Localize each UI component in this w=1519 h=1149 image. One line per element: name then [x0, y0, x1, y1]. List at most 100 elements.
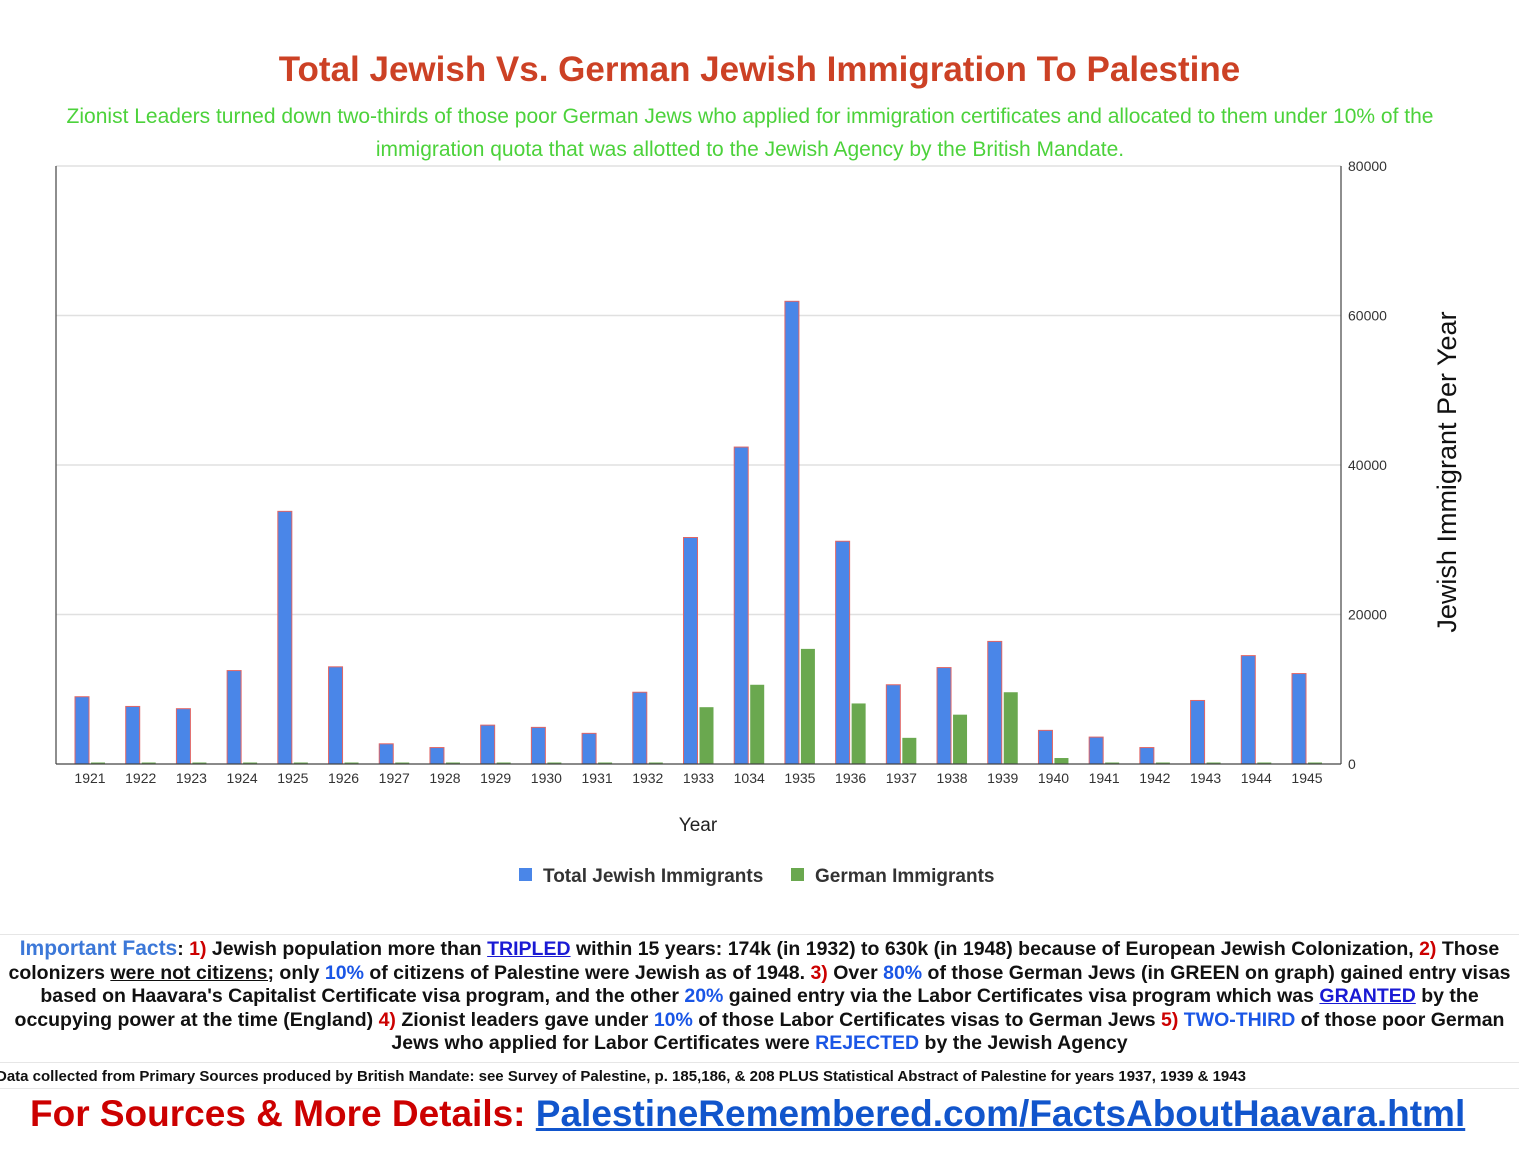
bar-total-1940 — [1037, 729, 1053, 765]
facts-text: Those colonizers — [8, 938, 1500, 984]
x-tick-label: 1927 — [379, 770, 410, 786]
legend-label-german: German Immigrants — [815, 866, 995, 887]
bar-german-1936 — [851, 703, 866, 764]
x-tick-label: 1939 — [987, 770, 1018, 786]
facts-text: only — [273, 961, 325, 984]
x-tick-label: 1926 — [328, 770, 359, 786]
bar-total-1936 — [835, 540, 851, 765]
legend-swatch-total — [519, 868, 532, 881]
facts-text: Jewish population more than — [206, 938, 488, 960]
bar-german-1928 — [445, 762, 460, 764]
bar-german-1925 — [293, 762, 308, 764]
bar-german-1944 — [1257, 762, 1272, 764]
bar-total-1937 — [885, 684, 901, 765]
facts-emphasis: were not citizens; — [110, 961, 274, 984]
divider-line — [0, 1062, 1519, 1063]
bar-total-1943 — [1190, 699, 1206, 765]
bar-german-1942 — [1155, 762, 1170, 764]
bar-chart: 0 20000 40000 60000 80000 1921 1922 1923 1924 192… — [55, 158, 1462, 887]
bar-german-1945 — [1308, 762, 1322, 764]
bar-german-1933 — [699, 707, 714, 764]
bar-total-1927 — [378, 743, 394, 765]
x-tick-label: 1929 — [480, 770, 511, 786]
x-tick-label: 1938 — [936, 770, 967, 786]
x-tick-label: 1935 — [784, 770, 815, 786]
facts-percent: 20% — [684, 985, 724, 1008]
facts-emphasis: TWO-THIRD — [1183, 1008, 1296, 1031]
facts-text: of those German Jews (in GREEN on graph)… — [40, 961, 1511, 1008]
bar-total-1932 — [632, 691, 648, 765]
bar-total-1924 — [226, 670, 242, 765]
facts-text: gained entry via the Labor Certificates … — [723, 985, 1320, 1008]
footer: For Sources & More Details: PalestineRem… — [30, 1093, 1465, 1135]
x-tick-label: 1941 — [1089, 770, 1120, 786]
x-tick-label: 1931 — [582, 770, 613, 786]
facts-text: Zionist leaders gave under — [395, 1008, 654, 1031]
bar-german-1938 — [953, 714, 968, 764]
source-note: Data collected from Primary Sources prod… — [0, 1068, 1246, 1085]
x-tick-label: 1930 — [531, 770, 562, 786]
bar-total-1941 — [1088, 736, 1104, 765]
bar-german-1931 — [598, 762, 613, 764]
bar-total-1926 — [328, 666, 344, 765]
bar-total-1933 — [683, 537, 698, 765]
y-tick-label: 60000 — [1348, 308, 1387, 324]
bar-german-1943 — [1206, 762, 1221, 764]
bar-total-1935 — [784, 300, 800, 765]
bar-total-1921 — [74, 696, 90, 765]
x-tick-label: 1933 — [683, 770, 714, 786]
x-tick-label: 1943 — [1190, 770, 1221, 786]
bar-german-1923 — [192, 762, 207, 764]
x-axis-label: Year — [679, 815, 718, 836]
bar-german-1922 — [141, 762, 156, 764]
facts-text: of those Labor Certificates visas to Ger… — [692, 1008, 1162, 1031]
legend: Total Jewish Immigrants German Immigrant… — [519, 866, 995, 887]
divider-line — [0, 1088, 1519, 1089]
chart-subtitle: Zionist Leaders turned down two-thirds o… — [66, 105, 1434, 161]
granted-link[interactable]: GRANTED — [1319, 985, 1416, 1008]
bar-total-1923 — [175, 708, 191, 765]
bar-german-1034 — [750, 684, 765, 764]
facts-text: of citizens of Palestine were Jewish as … — [363, 961, 811, 984]
bar-german-1930 — [547, 762, 562, 764]
x-tick-label: 1923 — [176, 770, 207, 786]
bar-german-1924 — [243, 762, 258, 764]
bar-total-1930 — [530, 726, 546, 765]
y-axis-label: Jewish Immigrant Per Year — [1432, 311, 1462, 632]
x-tick-label: 1937 — [886, 770, 917, 786]
x-tick-label: 1936 — [835, 770, 866, 786]
bar-german-1939 — [1003, 692, 1018, 764]
bar-german-1932 — [648, 762, 663, 764]
bar-total-1942 — [1139, 747, 1155, 765]
x-tick-label: 1942 — [1139, 770, 1170, 786]
x-tick-label: 1925 — [277, 770, 308, 786]
fact-number: 1) — [189, 938, 207, 960]
fact-number: 3) — [810, 961, 828, 984]
tripled-link[interactable]: TRIPLED — [487, 938, 571, 960]
bar-german-1941 — [1105, 762, 1120, 764]
facts-text: by the occupying power at the time (Engl… — [14, 985, 1479, 1031]
bar-total-1944 — [1240, 655, 1256, 765]
fact-number: 2) — [1419, 938, 1437, 960]
bar-german-1921 — [91, 762, 105, 764]
bar-total-1939 — [987, 640, 1003, 765]
bar-german-1927 — [395, 762, 410, 764]
bar-total-1931 — [581, 732, 597, 765]
footer-label: For Sources & More Details: — [30, 1093, 536, 1134]
bar-german-1940 — [1054, 758, 1069, 764]
bar-total-1929 — [480, 724, 496, 765]
x-tick-label: 1924 — [227, 770, 258, 786]
x-tick-label: 1945 — [1291, 770, 1322, 786]
facts-text: within 15 years: 174k (in 1932) to 630k … — [570, 938, 1420, 960]
footer-link[interactable]: PalestineRemembered.com/FactsAboutHaavar… — [535, 1093, 1466, 1134]
facts-text: of those poor German Jews who applied fo… — [391, 1008, 1505, 1055]
legend-swatch-german — [791, 868, 804, 881]
facts-text: by the Jewish Agency — [919, 1032, 1128, 1055]
bar-total-1945 — [1291, 673, 1307, 765]
chart-title: Total Jewish Vs. German Jewish Immigrati… — [278, 50, 1241, 89]
y-tick-label: 0 — [1348, 756, 1356, 772]
y-tick-label: 40000 — [1348, 457, 1387, 473]
bar-total-1925 — [277, 510, 293, 765]
y-tick-label: 20000 — [1348, 607, 1387, 623]
bar-german-1926 — [344, 762, 359, 764]
